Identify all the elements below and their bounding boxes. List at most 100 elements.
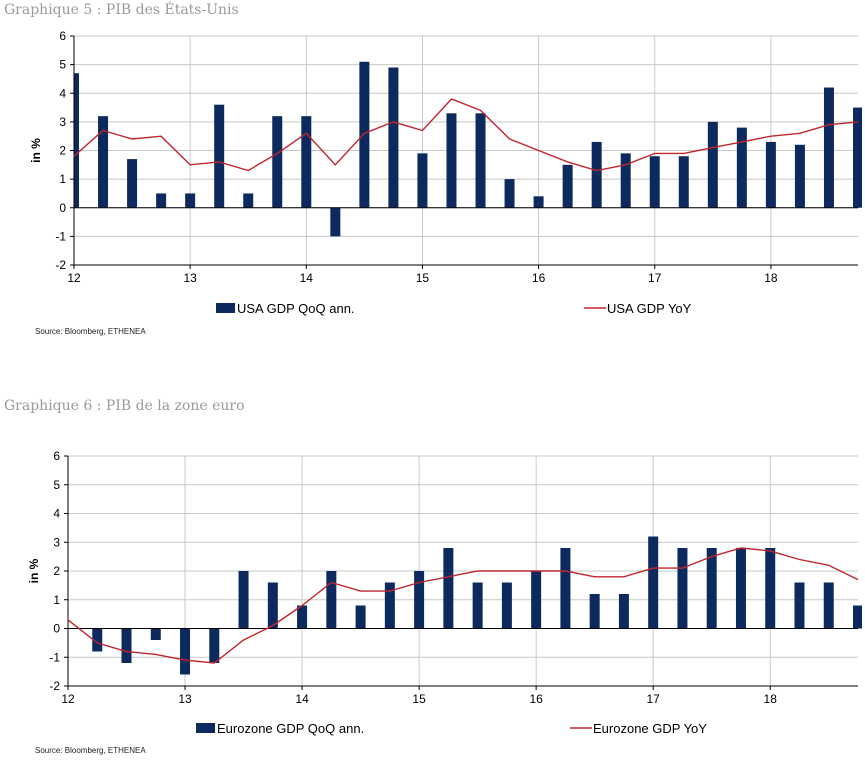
bar	[501, 582, 512, 629]
bar	[267, 582, 278, 629]
x-tick-label: 17	[648, 271, 662, 285]
y-tick-label: 4	[53, 507, 60, 521]
y-tick-label: -2	[55, 258, 66, 272]
bar	[238, 571, 249, 629]
x-tick-label: 16	[529, 692, 543, 706]
bar	[150, 628, 161, 640]
bar	[618, 594, 629, 629]
y-tick-label: 1	[59, 172, 66, 186]
bar	[589, 594, 600, 629]
legend-line-label: USA GDP YoY	[607, 301, 692, 316]
y-tick-label: 3	[53, 535, 60, 549]
bar	[156, 193, 167, 208]
y-tick-label: 5	[53, 478, 60, 492]
bar	[359, 61, 370, 208]
bar	[562, 164, 573, 208]
bar	[853, 107, 862, 208]
x-tick-label: 15	[416, 271, 430, 285]
bar	[121, 628, 132, 663]
bar	[765, 141, 776, 208]
y-tick-label: 5	[59, 58, 66, 72]
bar	[330, 207, 341, 237]
bar	[209, 628, 220, 663]
y-tick-label: -1	[49, 650, 60, 664]
bar	[414, 571, 425, 629]
chart-2-title: Graphique 6 : PIB de la zone euro	[4, 398, 245, 414]
bar	[735, 548, 746, 629]
x-tick-label: 15	[412, 692, 426, 706]
x-tick-label: 16	[532, 271, 546, 285]
x-tick-label: 14	[295, 692, 309, 706]
y-tick-label: 0	[53, 622, 60, 636]
x-tick-label: 18	[764, 692, 778, 706]
bar	[560, 548, 571, 629]
bar	[648, 536, 659, 629]
x-tick-label: 14	[300, 271, 314, 285]
x-tick-label: 12	[61, 692, 75, 706]
bar	[297, 605, 308, 629]
y-axis-label: in %	[27, 558, 41, 583]
y-tick-label: 0	[59, 201, 66, 215]
legend-line-label: Eurozone GDP YoY	[593, 721, 707, 736]
legend-bar-label: USA GDP QoQ ann.	[237, 301, 355, 316]
x-tick-label: 13	[178, 692, 192, 706]
legend-bar-label: Eurozone GDP QoQ ann.	[217, 721, 364, 736]
bar	[326, 571, 337, 629]
bar	[388, 67, 399, 208]
bar	[620, 153, 631, 208]
bar	[531, 571, 542, 629]
bar	[678, 156, 689, 208]
y-tick-label: 2	[59, 144, 66, 158]
bar	[823, 582, 834, 629]
line-series	[73, 98, 859, 172]
bar	[504, 179, 515, 208]
bar	[417, 153, 428, 208]
y-tick-label: 6	[53, 449, 60, 463]
bar	[214, 104, 225, 208]
y-tick-label: 6	[59, 29, 66, 43]
bar	[301, 116, 312, 208]
bar	[185, 193, 196, 208]
legend-bar-swatch	[196, 723, 215, 733]
bar	[823, 87, 834, 208]
bar	[443, 548, 454, 629]
chart-1-source: Source: Bloomberg, ETHENEA	[35, 327, 146, 336]
bar	[127, 159, 138, 208]
y-tick-label: 4	[59, 86, 66, 100]
y-tick-label: 1	[53, 593, 60, 607]
bar	[794, 144, 805, 208]
y-tick-label: 2	[53, 564, 60, 578]
bar	[591, 141, 602, 208]
bar	[475, 113, 486, 208]
line-series	[67, 547, 859, 664]
bar	[355, 605, 366, 629]
bar	[472, 582, 483, 629]
bar	[736, 127, 747, 208]
x-tick-label: 17	[647, 692, 661, 706]
bar	[649, 156, 660, 208]
bar	[677, 548, 688, 629]
bar	[853, 605, 862, 629]
bar	[765, 548, 776, 629]
bar	[243, 193, 254, 208]
bar	[533, 196, 544, 208]
y-tick-label: -1	[55, 229, 66, 243]
bar	[794, 582, 805, 629]
bar	[92, 628, 103, 652]
bar	[706, 548, 717, 629]
bar	[98, 116, 109, 208]
y-axis-label: in %	[29, 138, 43, 163]
x-tick-label: 18	[764, 271, 778, 285]
chart-1-title: Graphique 5 : PIB des États-Unis	[4, 2, 239, 18]
x-tick-label: 12	[67, 271, 81, 285]
bar	[384, 582, 395, 629]
bar	[707, 121, 718, 208]
chart-2-source: Source: Bloomberg, ETHENEA	[35, 746, 146, 755]
bar	[272, 116, 283, 208]
bar	[74, 73, 79, 208]
bar	[180, 628, 191, 675]
y-tick-label: -2	[49, 679, 60, 693]
bar	[446, 113, 457, 208]
